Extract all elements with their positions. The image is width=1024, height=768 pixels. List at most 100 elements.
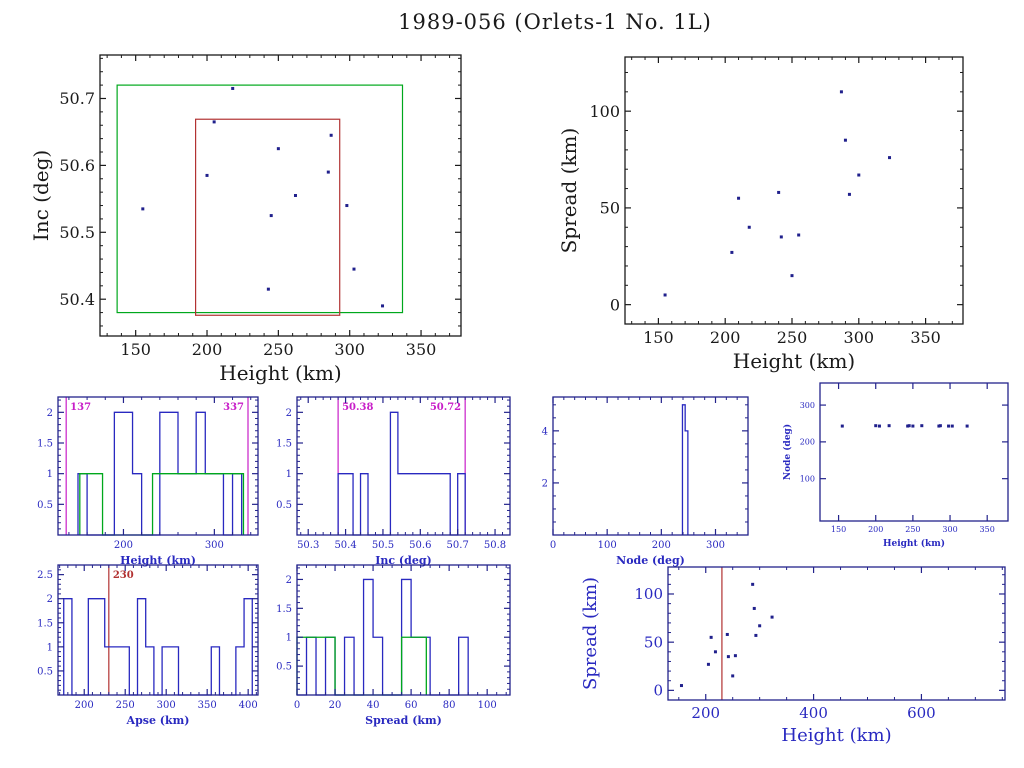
x-tick-label: 200 [114, 540, 133, 551]
plot-frame [296, 396, 511, 536]
data-point [754, 633, 758, 637]
data-point [329, 133, 333, 137]
y-tick-label: 50.6 [59, 156, 95, 175]
data-point [731, 674, 735, 678]
y-tick-label: 0 [653, 682, 663, 700]
limit-label: 230 [113, 570, 134, 581]
data-point [231, 86, 235, 90]
x-tick-label: 400 [239, 700, 258, 711]
data-point [887, 424, 891, 428]
x-tick-label: 200 [652, 540, 671, 551]
data-point [877, 424, 881, 428]
panel-apse-histogram: 230 200 250 300 350 400 0.5 1 1.5 2 2.5 Apse (km) [22, 556, 270, 752]
x-tick-label: 200 [868, 525, 883, 534]
data-point [733, 654, 737, 658]
data-point [920, 424, 924, 428]
data-point [212, 120, 216, 124]
data-point [950, 424, 954, 428]
x-tick-label: 250 [905, 525, 920, 534]
panel-node-vs-height-scatter: 150 200 250 300 350 100 200 300 Height (km) Node … [782, 375, 1018, 567]
y-axis-label: Inc (deg) [30, 150, 53, 241]
x-tick-label: 300 [157, 700, 176, 711]
data-point [326, 170, 330, 174]
data-point [839, 90, 843, 94]
data-point [293, 194, 297, 197]
chart-canvas: 230 200 250 300 350 400 0.5 1 1.5 2 2.5 Apse (km) [37, 564, 259, 727]
x-axis-label: Inc (deg) [375, 554, 431, 567]
plot-frame [552, 396, 749, 536]
x-tick-label: 60 [405, 700, 418, 711]
x-tick-label: 350 [980, 525, 995, 534]
y-tick-label: 2.5 [37, 570, 53, 581]
x-tick-label: 40 [367, 700, 380, 711]
data-point [797, 233, 801, 237]
x-tick-label: 300 [334, 340, 365, 359]
plot-frame [819, 382, 1009, 522]
y-tick-label: 1.5 [37, 439, 53, 450]
histogram-series [337, 411, 466, 536]
x-tick-label: 150 [643, 328, 674, 347]
chart-canvas: 0 20 40 60 80 100 0.5 1 1.5 2 Spread (km) [276, 564, 511, 727]
panel-spread-vs-height-wide-scatter: 200 400 600 0 50 100 Height (km) Spread (km) [580, 552, 1017, 762]
y-tick-label: 0.5 [37, 500, 53, 511]
chart-canvas: 200 400 600 0 50 100 Height (km) Spread (km) [580, 566, 1006, 746]
y-tick-label: 50.5 [59, 223, 95, 242]
y-tick-label: 2 [286, 408, 292, 419]
x-axis-label: Height (km) [883, 538, 945, 549]
y-tick-label: 4 [542, 426, 548, 437]
y-tick-label: 1 [47, 642, 53, 653]
x-tick-label: 150 [831, 525, 846, 534]
y-tick-label: 0.5 [37, 666, 53, 677]
x-tick-label: 400 [799, 704, 828, 722]
chart-canvas: 50.38 50.72 50.3 50.4 50.5 50.6 50.7 50.8 0.5 1 1.… [276, 396, 511, 567]
x-tick-label: 250 [263, 340, 294, 359]
x-axis-label: Spread (km) [365, 714, 442, 727]
data-point [874, 424, 878, 428]
y-tick-label: 50 [600, 199, 620, 218]
y-tick-label: 50.7 [59, 89, 95, 108]
data-point [205, 173, 209, 177]
data-point [737, 196, 741, 200]
y-tick-label: 1 [286, 633, 292, 644]
x-tick-label: 50.3 [297, 540, 319, 551]
y-tick-label: 2 [542, 478, 548, 489]
data-point [790, 274, 794, 278]
data-point [907, 424, 911, 428]
histogram-series [681, 404, 689, 535]
plot-frame [667, 566, 1006, 701]
data-point [888, 156, 892, 160]
y-tick-label: 2 [47, 408, 53, 419]
data-point [679, 684, 683, 688]
chart-canvas: 150 200 250 300 350 50.4 50.5 50.6 50.7 Height (k… [29, 54, 462, 385]
x-tick-label: 0 [294, 700, 300, 711]
x-axis-label: Height (km) [733, 349, 855, 373]
data-point [726, 655, 730, 659]
data-point [857, 173, 861, 177]
x-tick-label: 350 [406, 340, 437, 359]
data-point [847, 192, 851, 196]
y-tick-label: 0.5 [276, 500, 292, 511]
y-tick-label: 1.5 [276, 439, 292, 450]
x-tick-label: 80 [443, 700, 456, 711]
data-point [758, 624, 762, 628]
data-point [947, 424, 951, 428]
y-tick-label: 1.5 [276, 604, 292, 615]
y-axis-label: Spread (km) [558, 128, 581, 254]
data-point [709, 635, 713, 639]
x-tick-label: 20 [329, 700, 342, 711]
chart-canvas: 0 100 200 300 2 4 Node (deg) [542, 396, 749, 567]
y-tick-label: 100 [589, 102, 620, 121]
y-tick-label: 300 [800, 401, 815, 410]
x-tick-label: 300 [942, 525, 957, 534]
x-tick-label: 50.6 [409, 540, 431, 551]
data-point [141, 207, 145, 211]
data-point [911, 424, 915, 428]
chart-canvas: 137 337 200 300 0.5 1 1.5 2 Height (km) [37, 396, 259, 567]
data-point [276, 147, 280, 151]
data-point [751, 582, 755, 586]
data-point [269, 214, 273, 218]
panel-inc-histogram: 50.38 50.72 50.3 50.4 50.5 50.6 50.7 50.8 0.5 1 1.… [262, 388, 522, 584]
data-point [713, 650, 717, 654]
data-point [779, 235, 783, 239]
